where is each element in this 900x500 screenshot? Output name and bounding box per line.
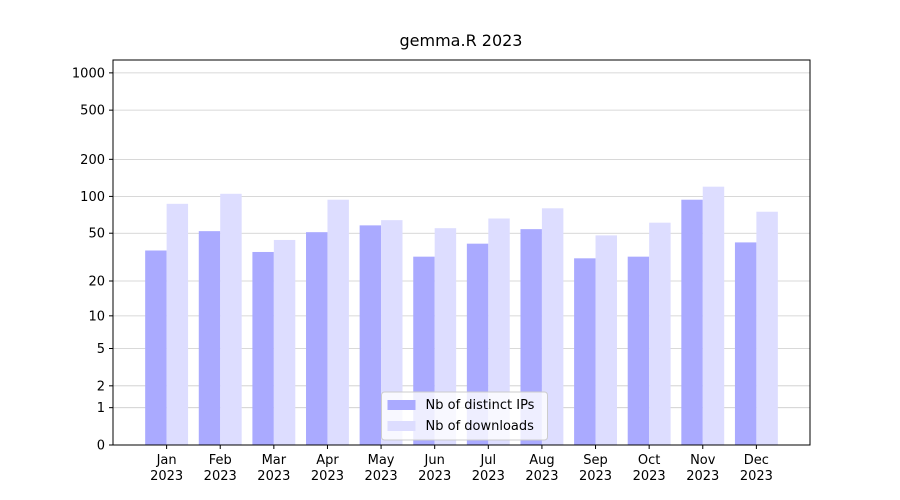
y-tick-label: 500 [80,104,105,119]
x-tick-label: Jan 2023 [150,453,184,484]
y-tick-label: 1000 [72,66,105,81]
bar [702,186,725,445]
bar [488,218,510,445]
bar [541,208,564,445]
bar [359,225,382,445]
bar [166,203,189,445]
bar [734,242,757,445]
bar [756,211,778,445]
bar [198,231,221,445]
x-tick-label: Sep 2023 [578,453,613,484]
bar [327,199,349,445]
x-tick-label: Nov 2023 [686,453,720,484]
bar [145,250,167,445]
legend-label: Nb of downloads [426,419,535,434]
legend-swatch [387,421,416,431]
bar [520,229,542,445]
x-tick-label: Jul 2023 [471,453,505,484]
y-tick-label: 10 [88,309,105,324]
x-tick-label: Apr 2023 [310,453,344,484]
x-tick-label: Oct 2023 [632,453,666,484]
legend-label: Nb of distinct IPs [426,398,535,413]
y-tick-label: 100 [80,190,105,205]
bar [595,235,617,445]
y-tick-label: 50 [88,227,105,242]
bar [252,251,274,445]
bar [220,193,242,445]
y-tick-label: 200 [80,153,105,168]
x-tick-label: Dec 2023 [739,453,773,484]
bar [434,228,457,445]
legend-swatch [387,400,416,410]
bar [627,256,650,445]
x-tick-label: May 2023 [364,453,398,484]
y-tick-label: 20 [88,275,105,290]
bar [306,232,328,445]
y-tick-label: 2 [97,379,105,394]
y-tick-label: 0 [97,439,105,454]
plot-frame [112,59,811,446]
bar [681,199,703,445]
x-tick-label: Jun 2023 [418,453,452,484]
x-tick-label: Mar 2023 [257,453,291,484]
chart-title: gemma.R 2023 [400,31,523,50]
bar [649,222,671,445]
x-tick-label: Aug 2023 [525,453,559,484]
x-tick-label: Feb 2023 [203,453,237,484]
bar [381,220,403,445]
y-tick-label: 1 [97,401,105,416]
bar [273,239,296,445]
y-tick-label: 5 [97,342,105,357]
legend: Nb of distinct IPs Nb of downloads [381,391,548,441]
legend-box [381,391,548,441]
bar [574,258,596,445]
